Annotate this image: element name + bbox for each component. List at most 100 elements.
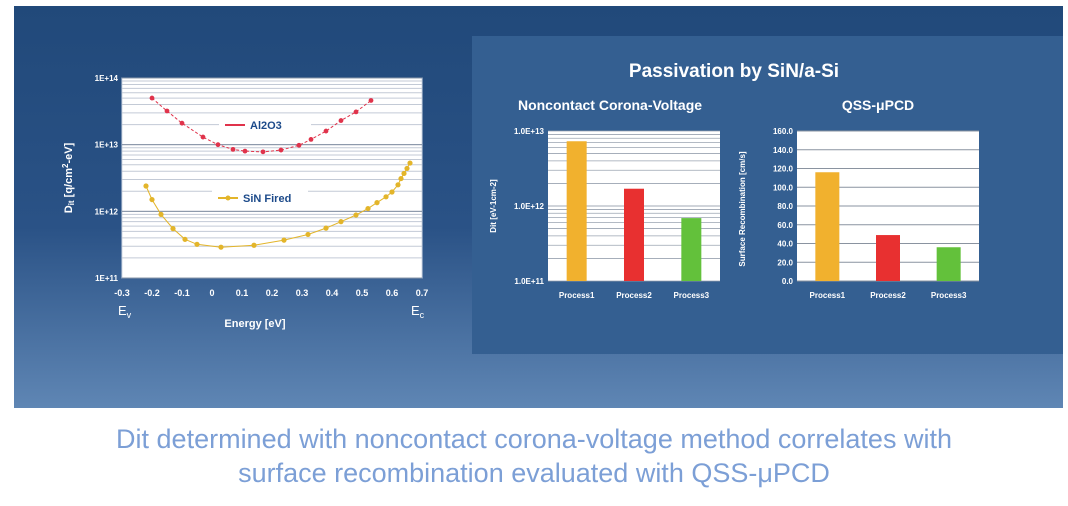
left-x-tick: -0.2 <box>144 288 160 298</box>
right-y-tick: 0.0 <box>782 277 794 286</box>
middle-category-label: Process3 <box>674 291 710 300</box>
data-point-al2o3 <box>242 148 248 154</box>
bar-process1 <box>566 141 587 281</box>
data-point-sin-fired <box>143 183 149 189</box>
data-point-sin-fired <box>404 165 410 172</box>
middle-bars <box>566 141 702 281</box>
data-point-sin-fired <box>194 241 200 247</box>
data-point-sin-fired <box>218 244 224 250</box>
left-y-ticks: 1E+11 1E+12 1E+13 1E+14 <box>95 74 119 283</box>
data-point-al2o3 <box>353 109 359 115</box>
data-point-al2o3 <box>179 120 185 126</box>
data-point-al2o3 <box>215 142 221 148</box>
data-point-sin-fired <box>305 231 311 238</box>
bar-process2 <box>876 235 900 281</box>
middle-chart-title: Noncontact Corona-Voltage <box>518 97 702 113</box>
data-point-sin-fired <box>149 196 155 203</box>
middle-ylabel: Dit [eV-1cm-2] <box>489 179 498 233</box>
middle-y-ticks: 1.0E+11 1.0E+12 1.0E+13 <box>514 127 545 286</box>
data-point-sin-fired <box>374 200 380 206</box>
data-point-al2o3 <box>368 98 374 103</box>
right-ylabel: Surface Recombination [cm/s] <box>738 151 747 266</box>
left-ylabel: Dit [q/cm2-eV] <box>61 142 76 213</box>
data-point-sin-fired <box>401 170 407 177</box>
data-point-al2o3 <box>200 134 206 140</box>
data-point-al2o3 <box>260 149 266 155</box>
data-point-al2o3 <box>278 147 284 153</box>
data-point-sin-fired <box>389 189 395 195</box>
data-point-al2o3 <box>338 118 344 123</box>
left-x-tick: 0.2 <box>266 288 279 298</box>
data-point-al2o3 <box>323 128 329 134</box>
right-y-tick: 40.0 <box>777 240 793 249</box>
caption-line-2: surface recombination evaluated with QSS… <box>238 458 830 488</box>
right-category-label: Process3 <box>931 291 967 300</box>
right-chart-title: QSS-μPCD <box>842 97 914 113</box>
series-line-sin-fired <box>145 162 411 248</box>
middle-y-tick: 1.0E+13 <box>514 127 545 136</box>
caption: Dit determined with noncontact corona-vo… <box>0 422 1068 490</box>
data-point-sin-fired <box>407 160 413 166</box>
left-y-tick: 1E+11 <box>95 274 118 283</box>
data-point-sin-fired <box>395 182 401 188</box>
left-x-tick: 0.5 <box>356 288 369 298</box>
left-y-tick: 1E+12 <box>95 207 119 216</box>
left-x-tick: 0.3 <box>296 288 309 298</box>
data-point-sin-fired <box>158 211 164 217</box>
left-x-tick: 0.1 <box>236 288 249 298</box>
left-x-tick: -0.3 <box>114 288 130 298</box>
legend-sin: SiN Fired <box>212 187 308 209</box>
left-grid <box>122 77 422 279</box>
data-point-sin-fired <box>338 219 344 225</box>
data-point-sin-fired <box>383 194 389 200</box>
data-point-sin-fired <box>323 225 329 231</box>
corona-voltage-chart: Noncontact Corona-Voltage 1.0E+11 1.0E+12… <box>489 97 720 300</box>
middle-y-tick: 1.0E+11 <box>514 277 544 286</box>
ec-label: Ec <box>411 303 425 320</box>
right-categories: Process1 Process2 Process3 <box>810 291 967 300</box>
left-y-tick: 1E+13 <box>95 141 119 150</box>
data-point-sin-fired <box>170 226 176 232</box>
data-point-sin-fired <box>182 236 188 242</box>
middle-category-label: Process1 <box>559 291 595 300</box>
data-point-sin-fired <box>353 212 359 218</box>
right-bars <box>815 172 961 281</box>
left-x-tick: 0 <box>209 288 214 298</box>
right-category-label: Process1 <box>810 291 846 300</box>
bar-process2 <box>624 188 644 281</box>
right-y-tick: 140.0 <box>773 146 794 155</box>
left-x-tick: 0.6 <box>386 288 399 298</box>
left-y-tick: 1E+14 <box>95 74 119 83</box>
right-y-ticks: 0.0 20.0 40.0 60.0 80.0 100.0 120.0 140.0 160.0 <box>773 127 794 286</box>
right-y-tick: 160.0 <box>773 127 794 136</box>
data-point-sin-fired <box>281 237 287 243</box>
right-y-tick: 20.0 <box>777 258 793 267</box>
legend-sin-label: SiN Fired <box>243 193 291 205</box>
left-series <box>143 95 413 250</box>
data-point-al2o3 <box>164 108 170 114</box>
left-x-tick: 0.7 <box>416 288 429 298</box>
data-point-al2o3 <box>296 142 302 148</box>
dit-energy-chart: 1E+11 1E+12 1E+13 1E+14 -0.3 -0.2 -0.1 0 0.1 0.2… <box>61 74 428 330</box>
data-point-al2o3 <box>308 136 314 142</box>
ev-label: Ev <box>118 303 132 320</box>
middle-categories: Process1 Process2 Process3 <box>559 291 710 300</box>
data-point-sin-fired <box>398 175 404 182</box>
panel-title: Passivation by SiN/a-Si <box>629 61 839 82</box>
left-xlabel: Energy [eV] <box>224 318 285 330</box>
left-x-tick: -0.1 <box>174 288 190 298</box>
right-y-tick: 100.0 <box>773 183 794 192</box>
left-x-ticks: -0.3 -0.2 -0.1 0 0.1 0.2 0.3 0.4 0.5 0.6 0.7 <box>114 288 428 298</box>
data-point-sin-fired <box>365 205 371 212</box>
middle-y-tick: 1.0E+12 <box>514 202 545 211</box>
legend-al2o3-label: Al2O3 <box>250 120 282 132</box>
qss-upcd-chart: QSS-μPCD 0.0 20.0 40.0 60.0 80.0 100.0 120.0 14… <box>738 97 979 300</box>
legend-al2o3: Al2O3 <box>219 114 311 136</box>
right-y-tick: 60.0 <box>777 221 793 230</box>
bar-process1 <box>815 172 840 281</box>
left-x-tick: 0.4 <box>326 288 339 298</box>
data-point-sin-fired <box>251 242 257 248</box>
data-point-al2o3 <box>230 146 236 152</box>
left-plot-area <box>121 77 423 279</box>
